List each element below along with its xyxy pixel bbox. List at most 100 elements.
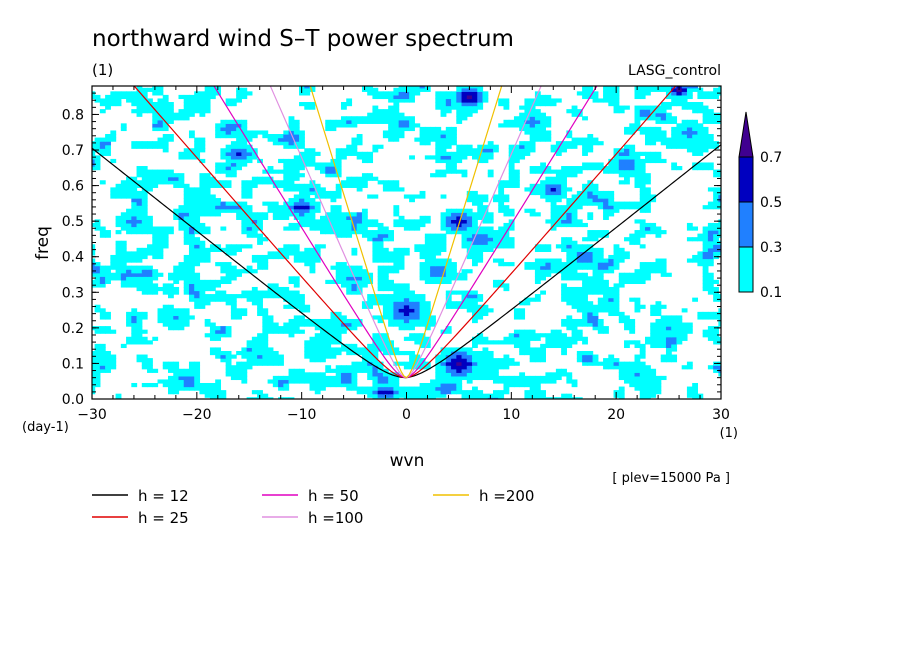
- field-cell: [388, 301, 394, 306]
- field-cell: [477, 258, 484, 263]
- field-cell: [183, 308, 190, 313]
- field-cell: [639, 233, 646, 238]
- field-cell: [335, 187, 342, 192]
- field-cell: [681, 329, 688, 334]
- field-cell: [272, 212, 279, 217]
- field-cell: [398, 215, 405, 220]
- field-cell: [168, 318, 174, 324]
- field-cell: [403, 294, 410, 299]
- field-cell: [639, 226, 646, 231]
- field-cell: [230, 201, 237, 206]
- field-cell: [141, 176, 148, 181]
- field-cell: [629, 237, 636, 242]
- field-cell: [152, 126, 159, 132]
- field-cell: [188, 112, 195, 117]
- field-cell: [671, 354, 678, 359]
- field-cell: [136, 212, 143, 217]
- y-tick-label: 0.7: [62, 143, 84, 159]
- field-cell: [487, 358, 494, 363]
- field-cell: [650, 333, 657, 338]
- field-cell: [225, 155, 232, 160]
- field-cell: [215, 336, 222, 341]
- field-cell: [608, 365, 615, 370]
- field-cell: [482, 233, 489, 238]
- field-cell: [645, 151, 651, 156]
- field-cell: [147, 358, 153, 363]
- field-cell: [330, 123, 337, 128]
- field-cell: [141, 194, 148, 199]
- field-cell: [99, 326, 106, 331]
- field-cell: [388, 390, 394, 395]
- field-cell: [419, 137, 426, 142]
- field-cell: [655, 375, 662, 381]
- field-cell: [351, 123, 358, 128]
- field-cell: [115, 187, 122, 192]
- field-cell: [236, 144, 242, 149]
- field-cell: [613, 91, 620, 96]
- field-cell: [372, 219, 379, 224]
- field-cell: [671, 340, 678, 345]
- field-cell: [702, 226, 709, 231]
- field-cell: [603, 198, 609, 203]
- field-cell: [225, 350, 232, 356]
- field-cell: [665, 336, 672, 341]
- field-cell: [168, 315, 174, 320]
- field-cell: [388, 134, 394, 139]
- field-cell: [94, 308, 101, 313]
- field-cell: [388, 283, 394, 288]
- field-cell: [566, 215, 573, 220]
- field-cell: [267, 180, 274, 185]
- field-cell: [162, 283, 169, 288]
- field-cell: [372, 301, 379, 306]
- field-cell: [283, 169, 290, 174]
- field-cell: [141, 144, 148, 149]
- field-cell: [398, 98, 405, 103]
- field-cell: [272, 201, 279, 206]
- field-cell: [382, 279, 389, 285]
- field-cell: [188, 134, 195, 139]
- field-cell: [629, 279, 636, 285]
- field-cell: [545, 183, 552, 188]
- field-cell: [147, 105, 153, 110]
- field-cell: [314, 244, 321, 249]
- field-cell: [618, 318, 625, 324]
- field-cell: [288, 119, 295, 124]
- field-cell: [613, 98, 620, 103]
- field-cell: [162, 233, 169, 238]
- field-cell: [188, 201, 195, 206]
- field-cell: [707, 258, 714, 263]
- field-cell: [278, 205, 284, 210]
- field-cell: [529, 347, 536, 352]
- field-cell: [587, 190, 594, 196]
- field-cell: [293, 294, 300, 299]
- field-cell: [624, 340, 630, 345]
- field-cell: [414, 340, 421, 345]
- field-cell: [278, 290, 284, 295]
- field-cell: [487, 233, 494, 238]
- field-cell: [482, 308, 489, 313]
- field-cell: [414, 390, 421, 395]
- field-cell: [246, 144, 253, 149]
- field-cell: [629, 368, 636, 373]
- field-cell: [162, 244, 169, 249]
- field-cell: [540, 102, 546, 107]
- field-cell: [571, 290, 578, 295]
- field-cell: [136, 109, 143, 114]
- field-cell: [634, 386, 641, 391]
- field-cell: [498, 393, 505, 398]
- field-cell: [204, 208, 211, 213]
- field-cell: [330, 194, 337, 199]
- field-cell: [550, 265, 557, 270]
- field-cell: [445, 276, 452, 281]
- field-cell: [204, 230, 211, 235]
- field-cell: [592, 194, 599, 199]
- field-cell: [173, 386, 180, 391]
- field-cell: [571, 219, 578, 224]
- field-cell: [587, 318, 594, 324]
- field-cell: [398, 290, 405, 295]
- field-cell: [141, 365, 148, 370]
- field-cell: [540, 354, 546, 359]
- field-cell: [388, 322, 394, 327]
- field-cell: [304, 308, 311, 313]
- field-cell: [220, 162, 227, 167]
